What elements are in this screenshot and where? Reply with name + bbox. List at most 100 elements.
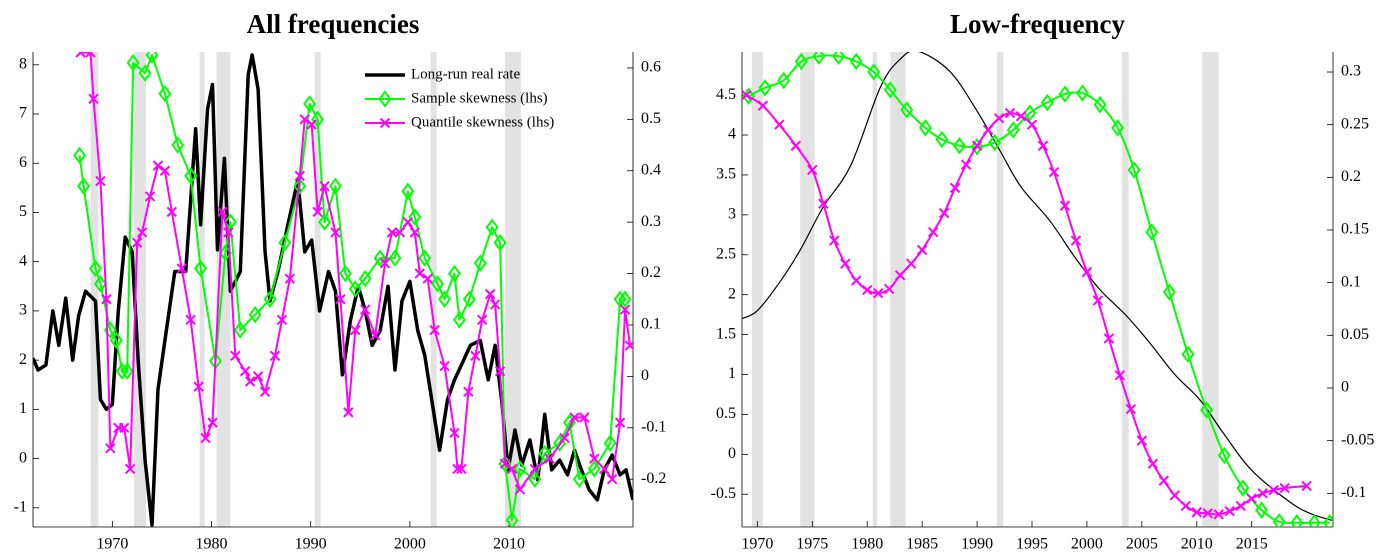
marker-diamond [1272, 513, 1286, 527]
marker-diamond [1236, 479, 1250, 497]
marker-diamond [883, 81, 897, 99]
y-tick-label: 7 [19, 105, 27, 122]
marker-x [244, 376, 256, 387]
marker-diamond [1200, 401, 1214, 419]
x-tick-label: 1980 [851, 536, 883, 552]
marker-diamond [485, 218, 499, 236]
marker-diamond [171, 136, 185, 154]
marker-diamond [1181, 345, 1195, 363]
plot-area [33, 52, 633, 527]
marker-x [559, 432, 570, 444]
marker-diamond [953, 137, 967, 155]
y2-tick-label: 0.3 [641, 213, 661, 230]
marker-diamond [303, 95, 317, 113]
y2-tick-label: 0.15 [1341, 221, 1369, 238]
x-tick-label: 1995 [1016, 536, 1048, 552]
marker-diamond [109, 331, 123, 350]
y-tick-label: 3.5 [716, 166, 736, 183]
marker-x [499, 458, 511, 469]
marker-x [470, 350, 481, 362]
marker-diamond [1255, 501, 1269, 519]
marker-x [230, 350, 241, 362]
marker-diamond [528, 470, 542, 488]
marker-x [101, 294, 112, 305]
marker-diamond [184, 167, 198, 185]
marker-diamond [473, 254, 487, 272]
marker-x [774, 119, 785, 130]
y-tick-label: 3 [19, 302, 27, 319]
marker-x [742, 89, 752, 101]
x-tick-label: 1975 [796, 536, 828, 552]
marker-x [456, 463, 467, 475]
marker-x [1246, 493, 1257, 504]
marker-x [1103, 333, 1115, 344]
marker-x [514, 484, 526, 495]
x-tick-label: 2000 [1071, 536, 1103, 552]
marker-x [960, 159, 972, 170]
marker-x [88, 93, 99, 104]
marker-x [429, 324, 440, 336]
marker-diamond [603, 434, 617, 452]
marker-x [851, 275, 862, 286]
x-tick-label: 1985 [906, 536, 938, 552]
marker-diamond [794, 52, 808, 71]
marker-diamond [900, 101, 914, 119]
marker-x [75, 52, 86, 58]
marker-x [360, 304, 371, 315]
marker-diamond [77, 177, 91, 195]
y2-tick-label: 0.1 [1341, 273, 1361, 290]
y-tick-label: -0.5 [711, 485, 736, 502]
marker-x [1301, 480, 1312, 492]
marker-x [124, 463, 136, 475]
x-tick-label: 1970 [96, 536, 128, 552]
marker-diamond [970, 138, 984, 156]
marker-x [529, 463, 541, 475]
y-tick-label: 3 [728, 206, 736, 223]
chart-title: All frequencies [247, 9, 420, 39]
recession-band [505, 52, 521, 527]
y-tick-label: 4 [19, 252, 27, 269]
y2-tick-label: 0.6 [641, 59, 661, 76]
chart-title: Low-frequency [950, 9, 1125, 39]
marker-x [757, 100, 769, 111]
y2-tick-label: 0.2 [641, 264, 661, 281]
marker-x [1279, 482, 1290, 494]
marker-x [862, 284, 873, 296]
recession-band [430, 52, 437, 527]
marker-x [489, 299, 501, 310]
marker-x [1147, 458, 1159, 470]
x-tick-label: 1990 [961, 536, 993, 552]
marker-diamond [348, 280, 362, 298]
marker-diamond [1162, 283, 1176, 301]
marker-x [350, 324, 361, 336]
y-tick-label: 2.5 [716, 245, 736, 262]
y-tick-label: 1.5 [716, 325, 736, 342]
marker-x [544, 453, 555, 464]
marker-x [379, 258, 391, 269]
y-tick-label: 8 [19, 55, 27, 72]
y-tick-label: -1 [14, 498, 27, 515]
marker-x [176, 263, 187, 274]
marker-x [619, 304, 631, 315]
marker-x [599, 463, 610, 475]
marker-diamond [513, 460, 527, 478]
series-line [78, 54, 626, 522]
marker-diamond [1076, 84, 1090, 102]
recession-band [800, 52, 815, 527]
marker-x [343, 407, 354, 418]
marker-x [449, 427, 460, 439]
marker-diamond [293, 177, 307, 195]
marker-x [1180, 500, 1192, 512]
marker-x [916, 244, 928, 256]
marker-diamond [1111, 119, 1125, 137]
marker-x [185, 314, 196, 326]
marker-x [193, 381, 204, 392]
marker-x [402, 216, 414, 228]
marker-diamond [318, 213, 332, 231]
marker-x [1081, 266, 1093, 278]
marker-x [1015, 111, 1027, 122]
marker-diamond [418, 249, 432, 267]
y2-tick-label: 0.1 [641, 316, 661, 333]
